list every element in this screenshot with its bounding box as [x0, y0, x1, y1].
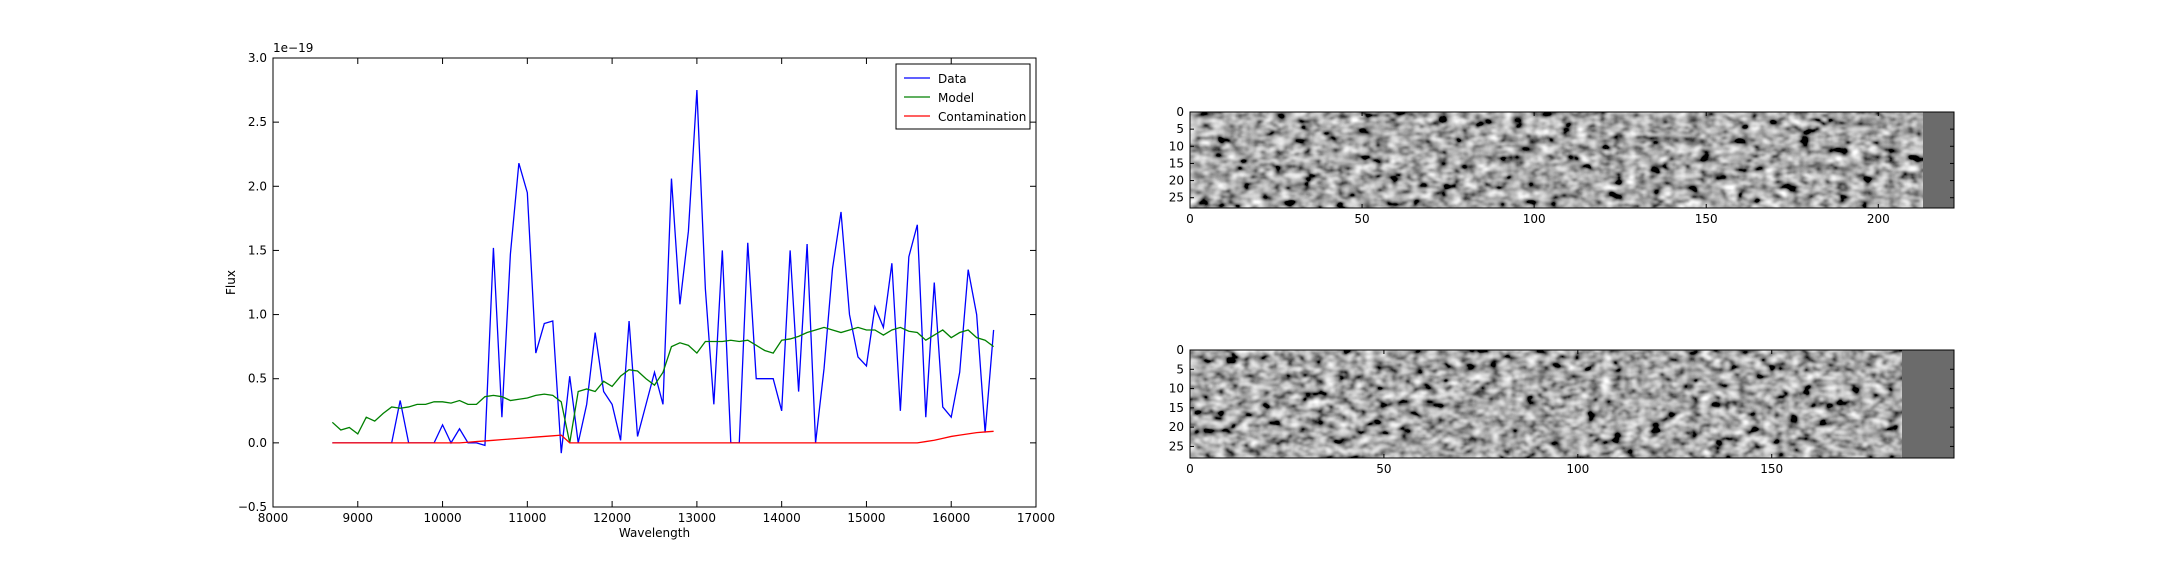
- y-tick-label: −0.5: [238, 500, 267, 514]
- x-tick-label: 100: [1566, 462, 1589, 476]
- x-tick-label: 16000: [932, 511, 970, 525]
- x-tick-label: 12000: [593, 511, 631, 525]
- x-tick-label: 150: [1695, 212, 1718, 226]
- series-line: [332, 90, 995, 454]
- image-pad: [1923, 112, 1954, 208]
- y-tick-label: 1.0: [248, 308, 267, 322]
- offset-text: 1e−19: [273, 41, 313, 55]
- x-tick-label: 100: [1523, 212, 1546, 226]
- x-tick-label: 11000: [508, 511, 546, 525]
- image-pixels: [1190, 350, 1902, 458]
- x-axis-label: Wavelength: [619, 526, 690, 540]
- y-axis-label: Flux: [224, 270, 238, 295]
- legend-label: Model: [938, 91, 974, 105]
- axes-frame: [1189, 111, 1955, 209]
- y-tick-label: 0.0: [248, 436, 267, 450]
- y-tick-label: 2.0: [248, 179, 267, 193]
- x-tick-label: 13000: [678, 511, 716, 525]
- y-tick-label: 25: [1169, 439, 1184, 453]
- x-tick-label: 17000: [1017, 511, 1055, 525]
- y-tick-label: 5: [1176, 122, 1184, 136]
- x-tick-label: 50: [1376, 462, 1391, 476]
- axes-frame: [1189, 349, 1955, 459]
- y-tick-label: 3.0: [248, 51, 267, 65]
- x-tick-label: 9000: [343, 511, 374, 525]
- image-pixels: [1190, 112, 1923, 208]
- y-tick-label: 20: [1169, 174, 1184, 188]
- x-tick-label: 200: [1867, 212, 1890, 226]
- legend-label: Contamination: [938, 110, 1026, 124]
- x-tick-label: 0: [1186, 212, 1194, 226]
- series-line: [332, 430, 994, 444]
- y-tick-label: 5: [1176, 362, 1184, 376]
- y-tick-label: 20: [1169, 420, 1184, 434]
- legend-label: Data: [938, 72, 967, 86]
- y-tick-label: 15: [1169, 156, 1184, 170]
- y-tick-label: 0.5: [248, 372, 267, 386]
- y-tick-label: 10: [1169, 139, 1184, 153]
- y-tick-label: 1.5: [248, 243, 267, 257]
- x-tick-label: 10000: [423, 511, 461, 525]
- series-line: [331, 326, 995, 443]
- image-pad: [1902, 350, 1954, 458]
- x-tick-label: 15000: [847, 511, 885, 525]
- x-tick-label: 8000: [258, 511, 289, 525]
- x-tick-label: 14000: [763, 511, 801, 525]
- axes-frame: [272, 57, 1037, 508]
- x-tick-label: 50: [1354, 212, 1369, 226]
- y-tick-label: 0: [1176, 105, 1184, 119]
- x-tick-label: 150: [1760, 462, 1783, 476]
- y-tick-label: 0: [1176, 343, 1184, 357]
- y-tick-label: 2.5: [248, 115, 267, 129]
- x-tick-label: 0: [1186, 462, 1194, 476]
- y-tick-label: 25: [1169, 191, 1184, 205]
- y-tick-label: 10: [1169, 382, 1184, 396]
- y-tick-label: 15: [1169, 401, 1184, 415]
